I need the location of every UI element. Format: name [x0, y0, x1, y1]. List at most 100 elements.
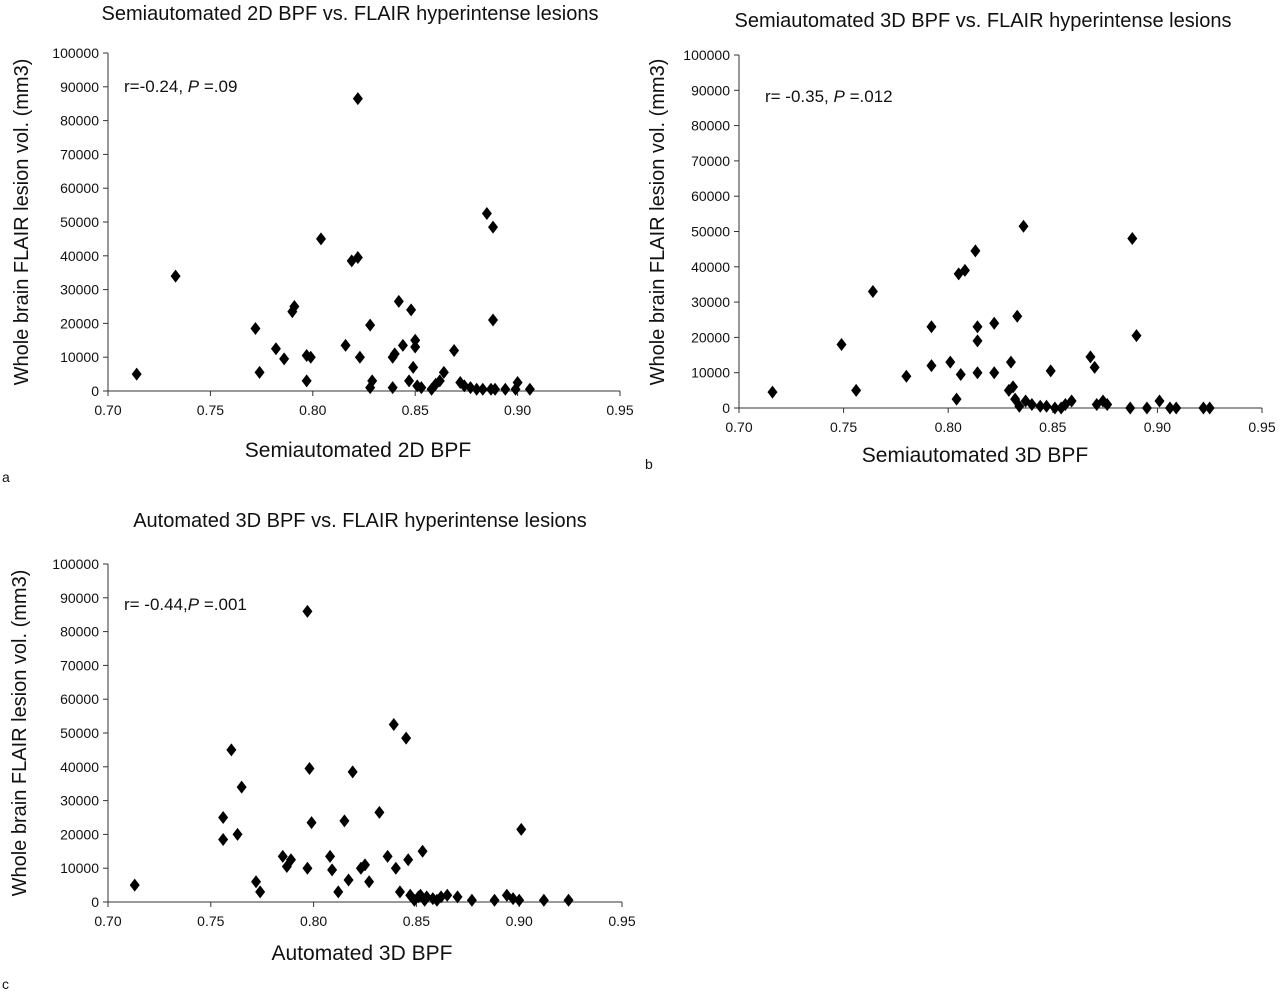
y-tick-label: 100000 [52, 556, 99, 572]
x-tick-label: 0.80 [299, 402, 326, 418]
panel-label: c [2, 976, 9, 992]
data-point [512, 376, 523, 390]
data-point [972, 334, 983, 348]
y-tick-label: 100000 [52, 45, 99, 61]
data-point [1026, 397, 1037, 411]
data-point [1035, 399, 1046, 413]
y-tick-label: 80000 [60, 113, 99, 129]
x-tick-label: 0.85 [1039, 419, 1066, 435]
y-tick-label: 30000 [60, 793, 99, 809]
data-point [218, 832, 229, 846]
panel-label: b [645, 456, 653, 472]
y-tick-label: 40000 [60, 759, 99, 775]
x-tick-label: 0.75 [197, 402, 224, 418]
data-point [488, 313, 499, 327]
data-point [563, 893, 574, 907]
data-point [279, 352, 290, 366]
chart-title: Semiautomated 2D BPF vs. FLAIR hyperinte… [102, 3, 599, 25]
data-point [410, 333, 421, 347]
y-tick-label: 70000 [691, 153, 730, 169]
x-tick-label: 0.70 [725, 419, 752, 435]
data-point [302, 604, 313, 618]
data-point [836, 337, 847, 351]
data-point [251, 875, 262, 889]
y-tick-label: 60000 [60, 691, 99, 707]
data-point [254, 365, 265, 379]
y-tick-label: 40000 [60, 248, 99, 264]
y-tick-label: 60000 [60, 180, 99, 196]
data-point [500, 382, 511, 396]
annotation-p-value: =.09 [199, 77, 237, 96]
data-point [851, 383, 862, 397]
data-point [390, 861, 401, 875]
data-point [301, 374, 312, 388]
correlation-annotation: r=-0.24, P =.09 [124, 77, 237, 96]
data-point [490, 382, 501, 396]
x-axis-label: Automated 3D BPF [272, 942, 453, 965]
y-tick-label: 50000 [60, 214, 99, 230]
annotation-p-value: =.001 [199, 595, 247, 614]
data-point [408, 360, 419, 374]
data-point [360, 858, 370, 872]
data-point [397, 338, 408, 352]
y-tick-label: 90000 [60, 79, 99, 95]
data-point [767, 385, 778, 399]
data-point [417, 844, 428, 858]
data-point [867, 285, 878, 299]
y-tick-label: 80000 [60, 624, 99, 640]
y-tick-label: 20000 [60, 826, 99, 842]
y-tick-label: 0 [91, 894, 99, 910]
data-point [347, 765, 358, 779]
x-axis-label: Semiautomated 3D BPF [862, 444, 1088, 467]
data-point [516, 822, 527, 836]
data-point [959, 263, 970, 277]
data-point [471, 382, 482, 396]
data-point [972, 366, 983, 380]
data-point [951, 392, 962, 406]
data-point [403, 853, 414, 867]
data-point [489, 893, 500, 907]
data-point [1198, 401, 1209, 415]
data-point [270, 342, 281, 356]
data-point [389, 347, 400, 361]
data-point [365, 318, 376, 332]
data-point [972, 320, 983, 334]
data-point [325, 849, 336, 863]
data-point [250, 321, 261, 335]
data-point [306, 816, 317, 830]
data-point [352, 250, 363, 264]
chart-panel-b: Semiautomated 3D BPF vs. FLAIR hyperinte… [645, 10, 1276, 472]
y-tick-label: 100000 [683, 47, 730, 63]
y-tick-label: 0 [91, 383, 99, 399]
data-point [1018, 219, 1029, 233]
data-point [343, 873, 354, 887]
data-point [926, 320, 937, 334]
data-point [315, 232, 326, 246]
data-point [382, 849, 393, 863]
x-tick-label: 0.95 [606, 402, 633, 418]
data-point [131, 367, 142, 381]
y-tick-label: 50000 [691, 224, 730, 240]
y-axis-label: Whole brain FLAIR lesion vol. (mm3) [647, 59, 669, 386]
data-point [327, 863, 338, 877]
data-point [285, 853, 296, 867]
data-point [481, 207, 492, 221]
x-tick-label: 0.75 [830, 419, 857, 435]
data-point [226, 743, 237, 757]
data-point [277, 849, 288, 863]
data-point [410, 340, 421, 354]
y-tick-label: 10000 [60, 349, 99, 365]
x-tick-label: 0.70 [94, 402, 121, 418]
y-tick-label: 0 [722, 400, 730, 416]
data-point [1085, 350, 1096, 364]
y-tick-label: 70000 [60, 146, 99, 162]
data-point [340, 338, 351, 352]
y-tick-label: 30000 [691, 294, 730, 310]
data-point [406, 303, 417, 317]
data-point [1049, 401, 1060, 415]
data-point [170, 269, 181, 283]
data-point [442, 888, 453, 902]
annotation-p-symbol: P [834, 87, 846, 106]
y-tick-label: 70000 [60, 657, 99, 673]
